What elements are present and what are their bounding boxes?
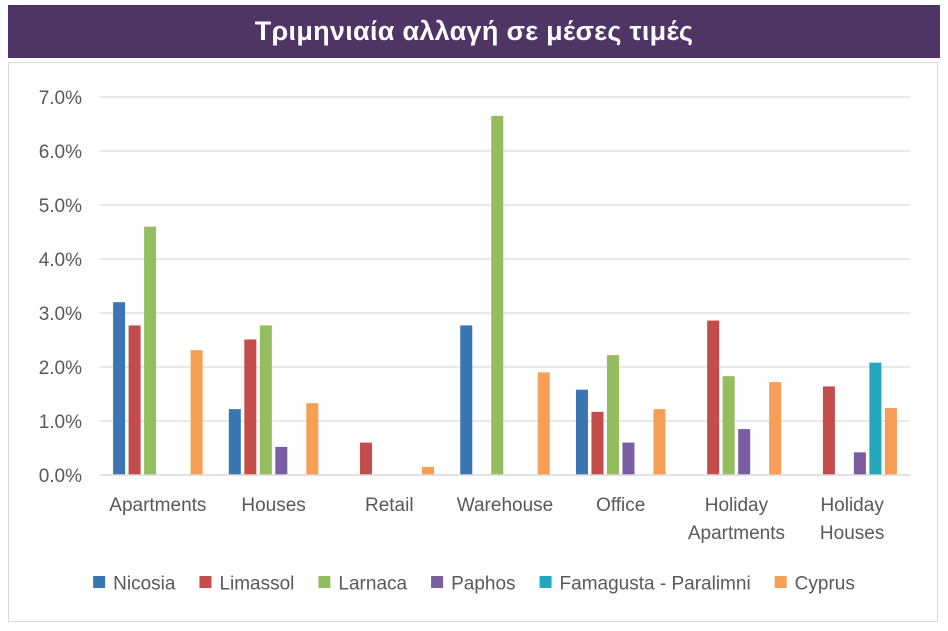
legend-label: Paphos xyxy=(451,574,515,595)
legend-swatch xyxy=(318,576,331,588)
legend-swatch xyxy=(774,576,787,588)
bar-larnaca xyxy=(259,325,272,475)
bar-nicosia xyxy=(228,409,241,475)
bars xyxy=(113,115,897,476)
bar-larnaca xyxy=(144,226,157,475)
bar-larnaca xyxy=(606,355,619,475)
bar-paphos xyxy=(275,446,288,475)
y-tick-label: 4.0% xyxy=(39,250,82,271)
x-category-label: Apartments xyxy=(109,495,206,516)
x-category-label: Office xyxy=(596,495,645,516)
y-tick-label: 7.0% xyxy=(39,88,82,109)
bar-cyprus xyxy=(422,466,435,475)
bar-limassol xyxy=(591,411,604,475)
x-category-label: Houses xyxy=(241,495,305,516)
bar-larnaca xyxy=(491,115,504,476)
legend-label: Cyprus xyxy=(795,574,855,595)
bar-paphos xyxy=(738,429,751,475)
page-title: Τριμηνιαία αλλαγή σε μέσες τιμές xyxy=(254,16,694,46)
legend-swatch xyxy=(199,576,212,588)
y-tick-label: 6.0% xyxy=(39,142,82,163)
bar-cyprus xyxy=(306,403,319,475)
x-category-label: Warehouse xyxy=(457,495,553,516)
bar-limassol xyxy=(822,386,835,475)
bar-cyprus xyxy=(190,350,203,475)
legend: Nicosia Limassol Larnaca Paphos Famagusta - … xyxy=(93,574,855,595)
bar-cyprus xyxy=(537,372,550,475)
bar-nicosia xyxy=(460,325,473,475)
legend-label: Famagusta - Paralimni xyxy=(560,574,751,595)
bar-nicosia xyxy=(575,389,588,475)
bar-cyprus xyxy=(769,382,782,475)
gridlines xyxy=(100,96,910,422)
bar-cyprus xyxy=(884,408,897,475)
bar-limassol xyxy=(707,320,720,475)
y-tick-label: 0.0% xyxy=(39,466,82,487)
legend-label: Nicosia xyxy=(113,574,176,595)
legend-swatch xyxy=(93,576,106,588)
bar-famagusta-paralimni xyxy=(869,362,882,475)
y-tick-label: 5.0% xyxy=(39,196,82,217)
bar-limassol xyxy=(128,325,141,475)
bar-paphos xyxy=(853,452,866,475)
bar-larnaca xyxy=(722,376,735,475)
legend-label: Larnaca xyxy=(338,574,407,595)
x-category-label: Apartments xyxy=(688,523,785,544)
bar-cyprus xyxy=(653,409,666,475)
legend-swatch xyxy=(431,576,444,588)
bar-limassol xyxy=(244,339,257,475)
y-tick-label: 2.0% xyxy=(39,358,82,379)
bar-paphos xyxy=(622,442,635,475)
chart-title-bar: Τριμηνιαία αλλαγή σε μέσες τιμές xyxy=(8,5,940,58)
y-axis-ticks: 0.0% 1.0% 2.0% 3.0% 4.0% 5.0% 6.0% 7.0% xyxy=(39,88,82,487)
y-tick-label: 3.0% xyxy=(39,304,82,325)
x-axis-categories: Apartments Houses Retail Warehouse Office Hol… xyxy=(109,495,884,544)
legend-label: Limassol xyxy=(219,574,294,595)
x-category-label: Retail xyxy=(365,495,414,516)
chart-panel xyxy=(8,62,938,622)
x-category-label: Holiday xyxy=(705,495,769,516)
x-category-label: Houses xyxy=(820,523,884,544)
legend-swatch xyxy=(539,576,552,588)
x-category-label: Holiday xyxy=(820,495,884,516)
bar-limassol xyxy=(360,442,373,475)
y-tick-label: 1.0% xyxy=(39,412,82,433)
bar-nicosia xyxy=(113,302,126,475)
